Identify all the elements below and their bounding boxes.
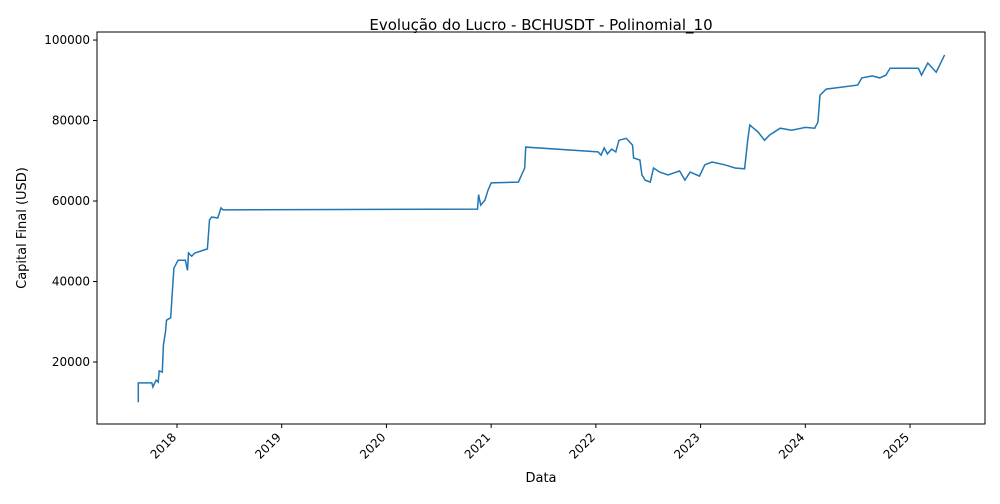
data-line xyxy=(137,54,946,403)
chart-title: Evolução do Lucro - BCHUSDT - Polinomial… xyxy=(369,16,712,35)
y-tick-label: 40000 xyxy=(52,275,90,289)
x-axis-label: Data xyxy=(525,471,556,486)
x-tick-label: 2025 xyxy=(881,430,912,461)
y-tick-label: 60000 xyxy=(52,194,90,208)
y-axis-label: Capital Final (USD) xyxy=(15,167,30,289)
x-tick-label: 2024 xyxy=(776,430,807,461)
plot-frame xyxy=(96,31,986,425)
y-tick-label: 20000 xyxy=(52,355,90,369)
y-tick-label: 100000 xyxy=(44,33,90,47)
x-tick-label: 2023 xyxy=(671,430,702,461)
x-tick-label: 2020 xyxy=(357,430,388,461)
y-tick-label: 80000 xyxy=(52,114,90,128)
x-tick-label: 2018 xyxy=(148,430,179,461)
x-tick-label: 2022 xyxy=(566,430,597,461)
x-tick-label: 2021 xyxy=(462,430,493,461)
x-tick-label: 2019 xyxy=(252,430,283,461)
